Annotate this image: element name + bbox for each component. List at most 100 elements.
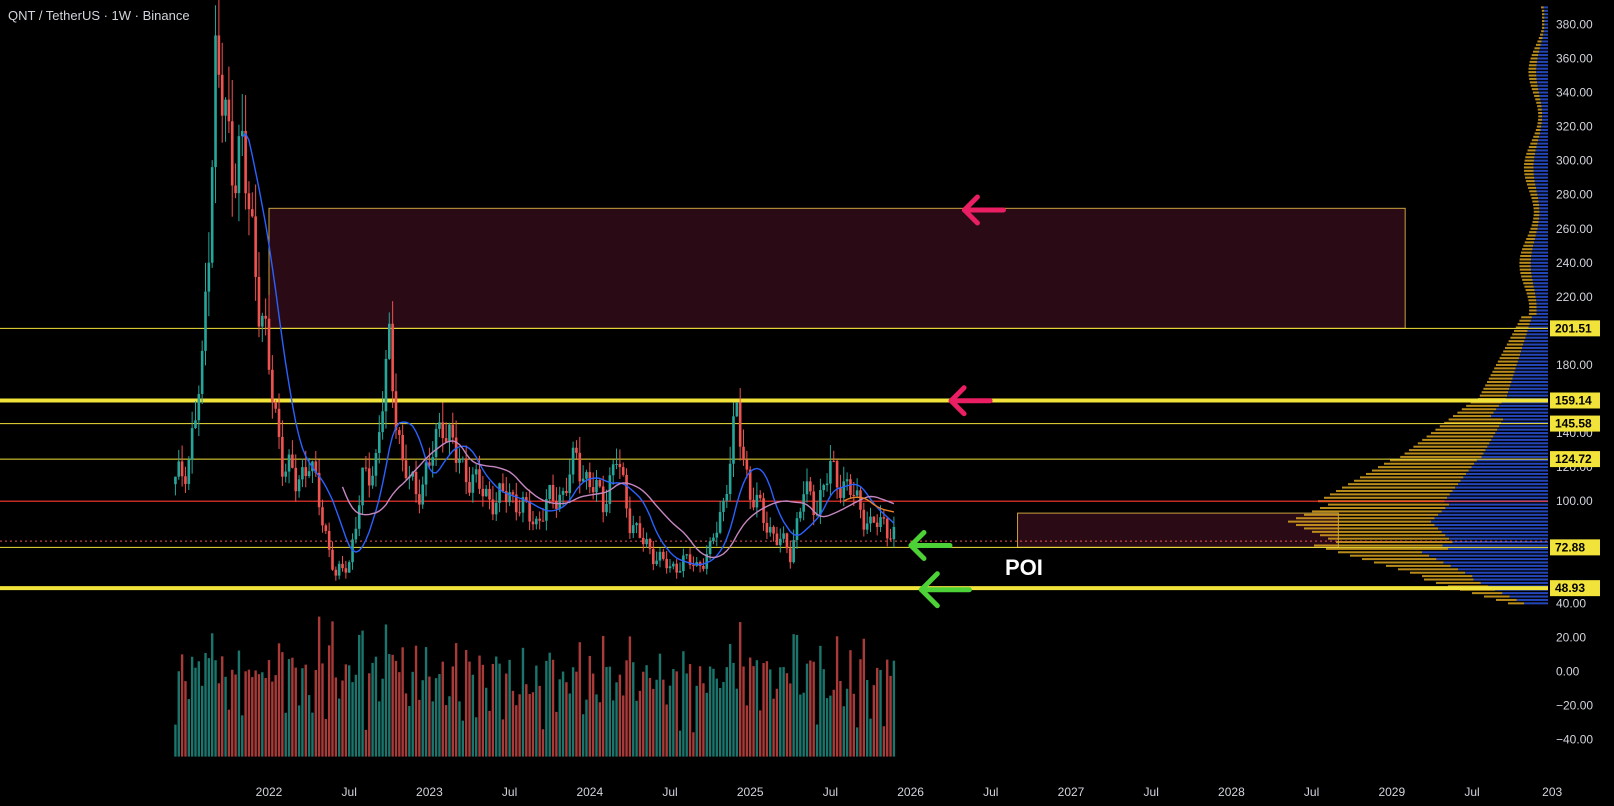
volume-profile-bar [1472, 592, 1503, 595]
volume-bar [251, 677, 254, 757]
volume-profile-bar [1542, 111, 1548, 114]
volume-bar [792, 634, 795, 757]
volume-profile-bar [1366, 472, 1467, 475]
volume-bar [869, 718, 872, 757]
volume-profile-bar [1443, 561, 1548, 564]
volume-profile-bar [1496, 598, 1517, 601]
volume-profile-bar [1422, 575, 1473, 578]
x-tick-label: Jul [823, 785, 838, 799]
y-tick-label: 340.00 [1556, 86, 1593, 100]
volume-profile-bar [1533, 159, 1548, 162]
y-tick-label: −40.00 [1556, 733, 1593, 747]
volume-profile-bar [1526, 183, 1536, 186]
price-axis[interactable]: 380.00 360.00 340.00 320.00 300.00 280.00 260.… [1550, 17, 1600, 747]
volume-profile-bar [1519, 265, 1531, 268]
volume-bar [207, 658, 211, 757]
volume-bar [765, 661, 769, 757]
volume-profile-bar [1532, 91, 1539, 94]
volume-profile-bar [1493, 435, 1548, 438]
volume-profile-bar [1494, 367, 1516, 370]
volume-profile-bar [1538, 197, 1548, 200]
volume-profile-bar [1410, 571, 1466, 574]
candle-body [852, 494, 856, 496]
volume-profile-bar [1538, 111, 1543, 114]
volume-bar [658, 653, 662, 757]
volume-bar [601, 635, 605, 757]
candle-body [277, 408, 281, 437]
candle-body [605, 503, 608, 513]
volume-profile-bar [1534, 152, 1548, 155]
volume-bar [307, 695, 311, 757]
volume-profile-bar [1531, 54, 1539, 57]
volume-profile-bar [1534, 289, 1548, 292]
volume-profile-bar [1534, 94, 1540, 97]
volume-bar [769, 669, 772, 757]
volume-bar [371, 662, 374, 757]
volume-bar [221, 656, 224, 757]
time-axis[interactable]: 2022 Jul 2023 Jul 2024 Jul 2025 Jul 2026 Jul 2027 J… [256, 785, 1563, 799]
candle-body [778, 538, 782, 546]
candle-body [879, 517, 882, 528]
candle-body [217, 35, 221, 75]
volume-bar [662, 679, 665, 757]
volume-profile-bar [1314, 544, 1443, 547]
volume-profile-bar [1541, 108, 1548, 111]
price-badge-label: 159.14 [1555, 393, 1592, 407]
volume-bar [715, 678, 718, 757]
volume-bar [444, 705, 448, 757]
candle-body [344, 568, 348, 573]
volume-profile-bar [1543, 6, 1548, 9]
candle-body [207, 262, 211, 292]
candle-body [658, 551, 662, 561]
candle-body [525, 497, 528, 502]
price-levels-layer [0, 327, 1548, 591]
volume-profile-bar [1409, 449, 1486, 452]
arrows-layer [908, 194, 1006, 609]
volume-profile-bar [1463, 476, 1548, 479]
volume-profile-bar [1502, 592, 1548, 595]
candle-body [388, 323, 391, 359]
volume-profile-bar [1501, 353, 1521, 356]
volume-profile-bar [1536, 299, 1548, 302]
volume-bar [845, 688, 849, 757]
volume-profile-bar [1413, 445, 1488, 448]
volume-bar [434, 678, 438, 757]
volume-bar [498, 663, 501, 757]
volume-bar [672, 669, 675, 757]
volume-bar [515, 705, 518, 757]
candle-body [662, 551, 665, 559]
volume-bar [879, 669, 882, 757]
volume-profile-bar [1519, 258, 1531, 261]
candle-body [324, 525, 328, 531]
candle-body [381, 411, 384, 433]
candle-body [645, 539, 648, 545]
volume-bar [702, 683, 705, 757]
volume-bar [622, 695, 625, 757]
volume-profile-bar [1530, 261, 1548, 264]
volume-profile-bar [1497, 360, 1518, 363]
candle-body [331, 549, 334, 570]
candle-body [321, 507, 324, 526]
volume-bar [648, 677, 652, 757]
volume-bar [448, 696, 451, 757]
ema-orange [843, 496, 895, 513]
volume-profile-bar [1533, 163, 1548, 166]
volume-profile-bar [1457, 411, 1494, 414]
volume-bar [458, 701, 461, 757]
candle-body [648, 539, 652, 549]
volume-profile-bar [1426, 435, 1494, 438]
volume-profile-bar [1535, 234, 1548, 237]
candle-body [839, 487, 842, 498]
volume-bar [682, 651, 685, 757]
volume-bar [398, 672, 401, 757]
candle-body [855, 490, 859, 496]
volume-profile-bar [1480, 581, 1548, 584]
volume-bar [411, 671, 414, 757]
volume-profile-bar [1526, 152, 1535, 155]
volume-profile-bar [1524, 159, 1534, 162]
volume-profile-bar [1534, 132, 1540, 135]
chart-title: QNT / TetherUS · 1W · Binance [8, 8, 190, 23]
candle-body [738, 402, 742, 447]
volume-bar [772, 698, 775, 757]
